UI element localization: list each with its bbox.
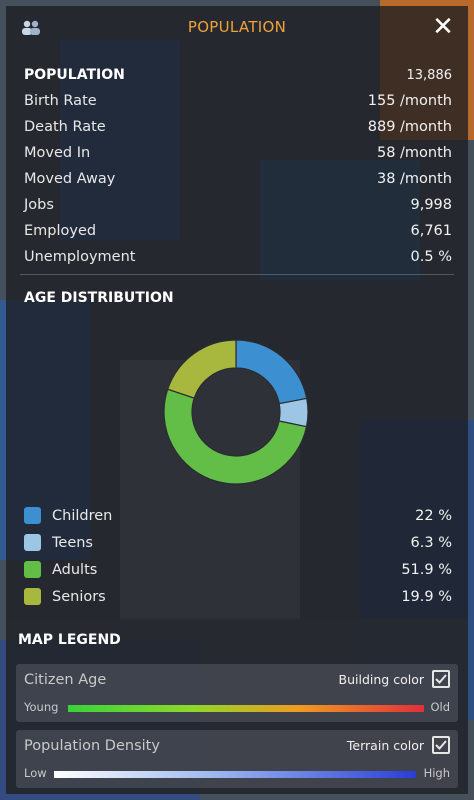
population-density-gradient-bar (54, 771, 416, 778)
population-panel: POPULATION ✕ POPULATION 13,886 Birth Rat… (6, 6, 468, 794)
young-label: Young (24, 700, 59, 714)
legend-item-children: Children 22 % (24, 502, 452, 529)
legend-label: Seniors (52, 588, 106, 605)
population-density-title: Population Density (24, 738, 160, 754)
high-label: High (423, 766, 450, 780)
stat-label: Employed (24, 223, 97, 239)
terrain-color-label: Terrain color (346, 737, 424, 753)
map-legend-section: MAP LEGEND Citizen Age Building color Yo… (6, 618, 468, 794)
age-legend: Children 22 % Teens 6.3 % Adults 51.9 % … (24, 502, 452, 610)
stat-row-unemployment: Unemployment 0.5 % (24, 244, 452, 270)
building-color-option: Building color (339, 670, 450, 688)
donut-slice-children (235, 339, 308, 405)
low-label: Low (24, 766, 47, 780)
citizen-age-gradient-bar (68, 705, 424, 712)
legend-item-teens: Teens 6.3 % (24, 529, 452, 556)
map-legend-title: MAP LEGEND (18, 632, 121, 648)
stat-label: POPULATION (24, 67, 125, 83)
terrain-color-option: Terrain color (347, 736, 450, 754)
stat-row-moved-away: Moved Away 38 /month (24, 166, 452, 192)
citizen-age-title: Citizen Age (24, 672, 107, 688)
stat-label: Jobs (24, 197, 54, 213)
age-distribution-title: AGE DISTRIBUTION (24, 290, 174, 306)
stat-value: 13,886 (406, 67, 453, 83)
panel-title: POPULATION (187, 18, 287, 36)
close-icon[interactable]: ✕ (432, 12, 454, 42)
teens-swatch (24, 534, 41, 551)
terrain-color-checkbox[interactable] (432, 736, 450, 754)
children-swatch (24, 507, 41, 524)
legend-item-seniors: Seniors 19.9 % (24, 583, 452, 610)
legend-value: 19.9 % (401, 588, 452, 605)
stat-value: 155 /month (367, 93, 452, 109)
panel-titlebar: POPULATION ✕ (6, 6, 468, 48)
stat-label: Death Rate (24, 119, 106, 135)
stat-value: 6,761 (410, 223, 452, 239)
section-divider (20, 274, 454, 275)
stat-row-jobs: Jobs 9,998 (24, 192, 452, 218)
stat-label: Moved In (24, 145, 91, 161)
stat-label: Birth Rate (24, 93, 97, 109)
stat-row-moved-in: Moved In 58 /month (24, 140, 452, 166)
donut-slice-adults (163, 388, 308, 485)
stat-value: 9,998 (410, 197, 452, 213)
citizen-age-card: Citizen Age Building color Young Old (16, 664, 458, 722)
legend-label: Teens (52, 534, 93, 551)
legend-value: 22 % (415, 507, 452, 524)
stat-value: 0.5 % (410, 249, 452, 265)
stat-row-employed: Employed 6,761 (24, 218, 452, 244)
donut-slice-seniors (166, 339, 237, 399)
stat-label: Moved Away (24, 171, 116, 187)
stat-row-birth-rate: Birth Rate 155 /month (24, 88, 452, 114)
citizens-icon (22, 20, 40, 35)
stat-value: 889 /month (367, 119, 452, 135)
legend-item-adults: Adults 51.9 % (24, 556, 452, 583)
adults-swatch (24, 561, 41, 578)
age-distribution-donut-chart (163, 339, 309, 485)
stat-row-population: POPULATION 13,886 (24, 62, 452, 88)
stat-value: 58 /month (376, 145, 452, 161)
stat-row-death-rate: Death Rate 889 /month (24, 114, 452, 140)
stat-value: 38 /month (376, 171, 452, 187)
population-density-card: Population Density Terrain color Low Hig… (16, 730, 458, 788)
building-color-label: Building color (338, 671, 424, 687)
legend-value: 51.9 % (401, 561, 452, 578)
building-color-checkbox[interactable] (432, 670, 450, 688)
old-label: Old (430, 700, 450, 714)
legend-value: 6.3 % (410, 534, 452, 551)
legend-label: Children (52, 507, 113, 524)
seniors-swatch (24, 588, 41, 605)
population-stats: POPULATION 13,886 Birth Rate 155 /month … (24, 62, 452, 270)
legend-label: Adults (52, 561, 98, 578)
stat-label: Unemployment (24, 249, 136, 265)
